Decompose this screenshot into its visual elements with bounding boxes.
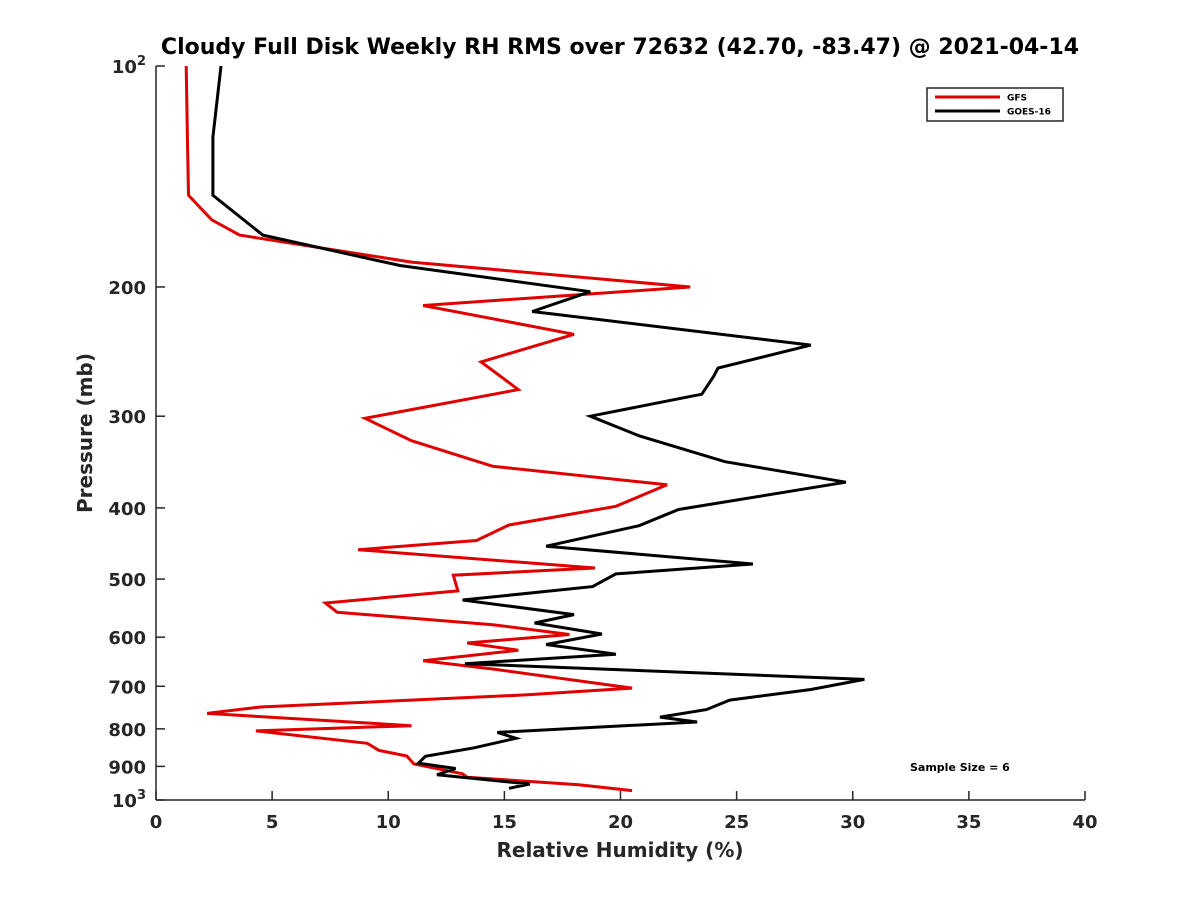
y-tick-label: 600	[108, 628, 146, 649]
x-tick-label: 30	[840, 812, 865, 833]
y-tick-label: 103	[112, 788, 146, 812]
y-tick-label: 500	[108, 570, 146, 591]
y-tick-label: 900	[108, 757, 146, 778]
plot-area: 0 5 10 15 20 25 30 35 40 102 200 300 400 500 600 700 800…	[108, 54, 1097, 833]
chart-title: Cloudy Full Disk Weekly RH RMS over 7263…	[161, 35, 1079, 60]
y-tick-label: 300	[108, 407, 146, 428]
series-line-gfs	[184, 65, 691, 793]
x-axis-label: Relative Humidity (%)	[496, 838, 743, 862]
legend-box	[926, 87, 1064, 122]
y-tick-label: 102	[112, 54, 146, 78]
legend-label-goes-16: GOES-16	[1007, 108, 1051, 118]
series-line-goes-16	[211, 65, 865, 790]
y-tick-label: 200	[108, 278, 146, 299]
sample-size-annotation: Sample Size = 6	[910, 761, 1010, 774]
x-tick-label: 10	[376, 812, 401, 833]
x-tick-label: 0	[150, 812, 163, 833]
x-tick-label: 15	[492, 812, 517, 833]
y-tick-label: 400	[108, 499, 146, 520]
legend-label-gfs: GFS	[1007, 94, 1027, 104]
y-axis-label: Pressure (mb)	[73, 353, 97, 513]
x-tick-label: 5	[266, 812, 279, 833]
x-tick-label: 40	[1072, 812, 1097, 833]
y-tick-label: 800	[108, 720, 146, 741]
y-tick-label: 700	[108, 677, 146, 698]
x-tick-label: 35	[956, 812, 981, 833]
x-tick-label: 25	[724, 812, 749, 833]
x-tick-label: 20	[608, 812, 633, 833]
